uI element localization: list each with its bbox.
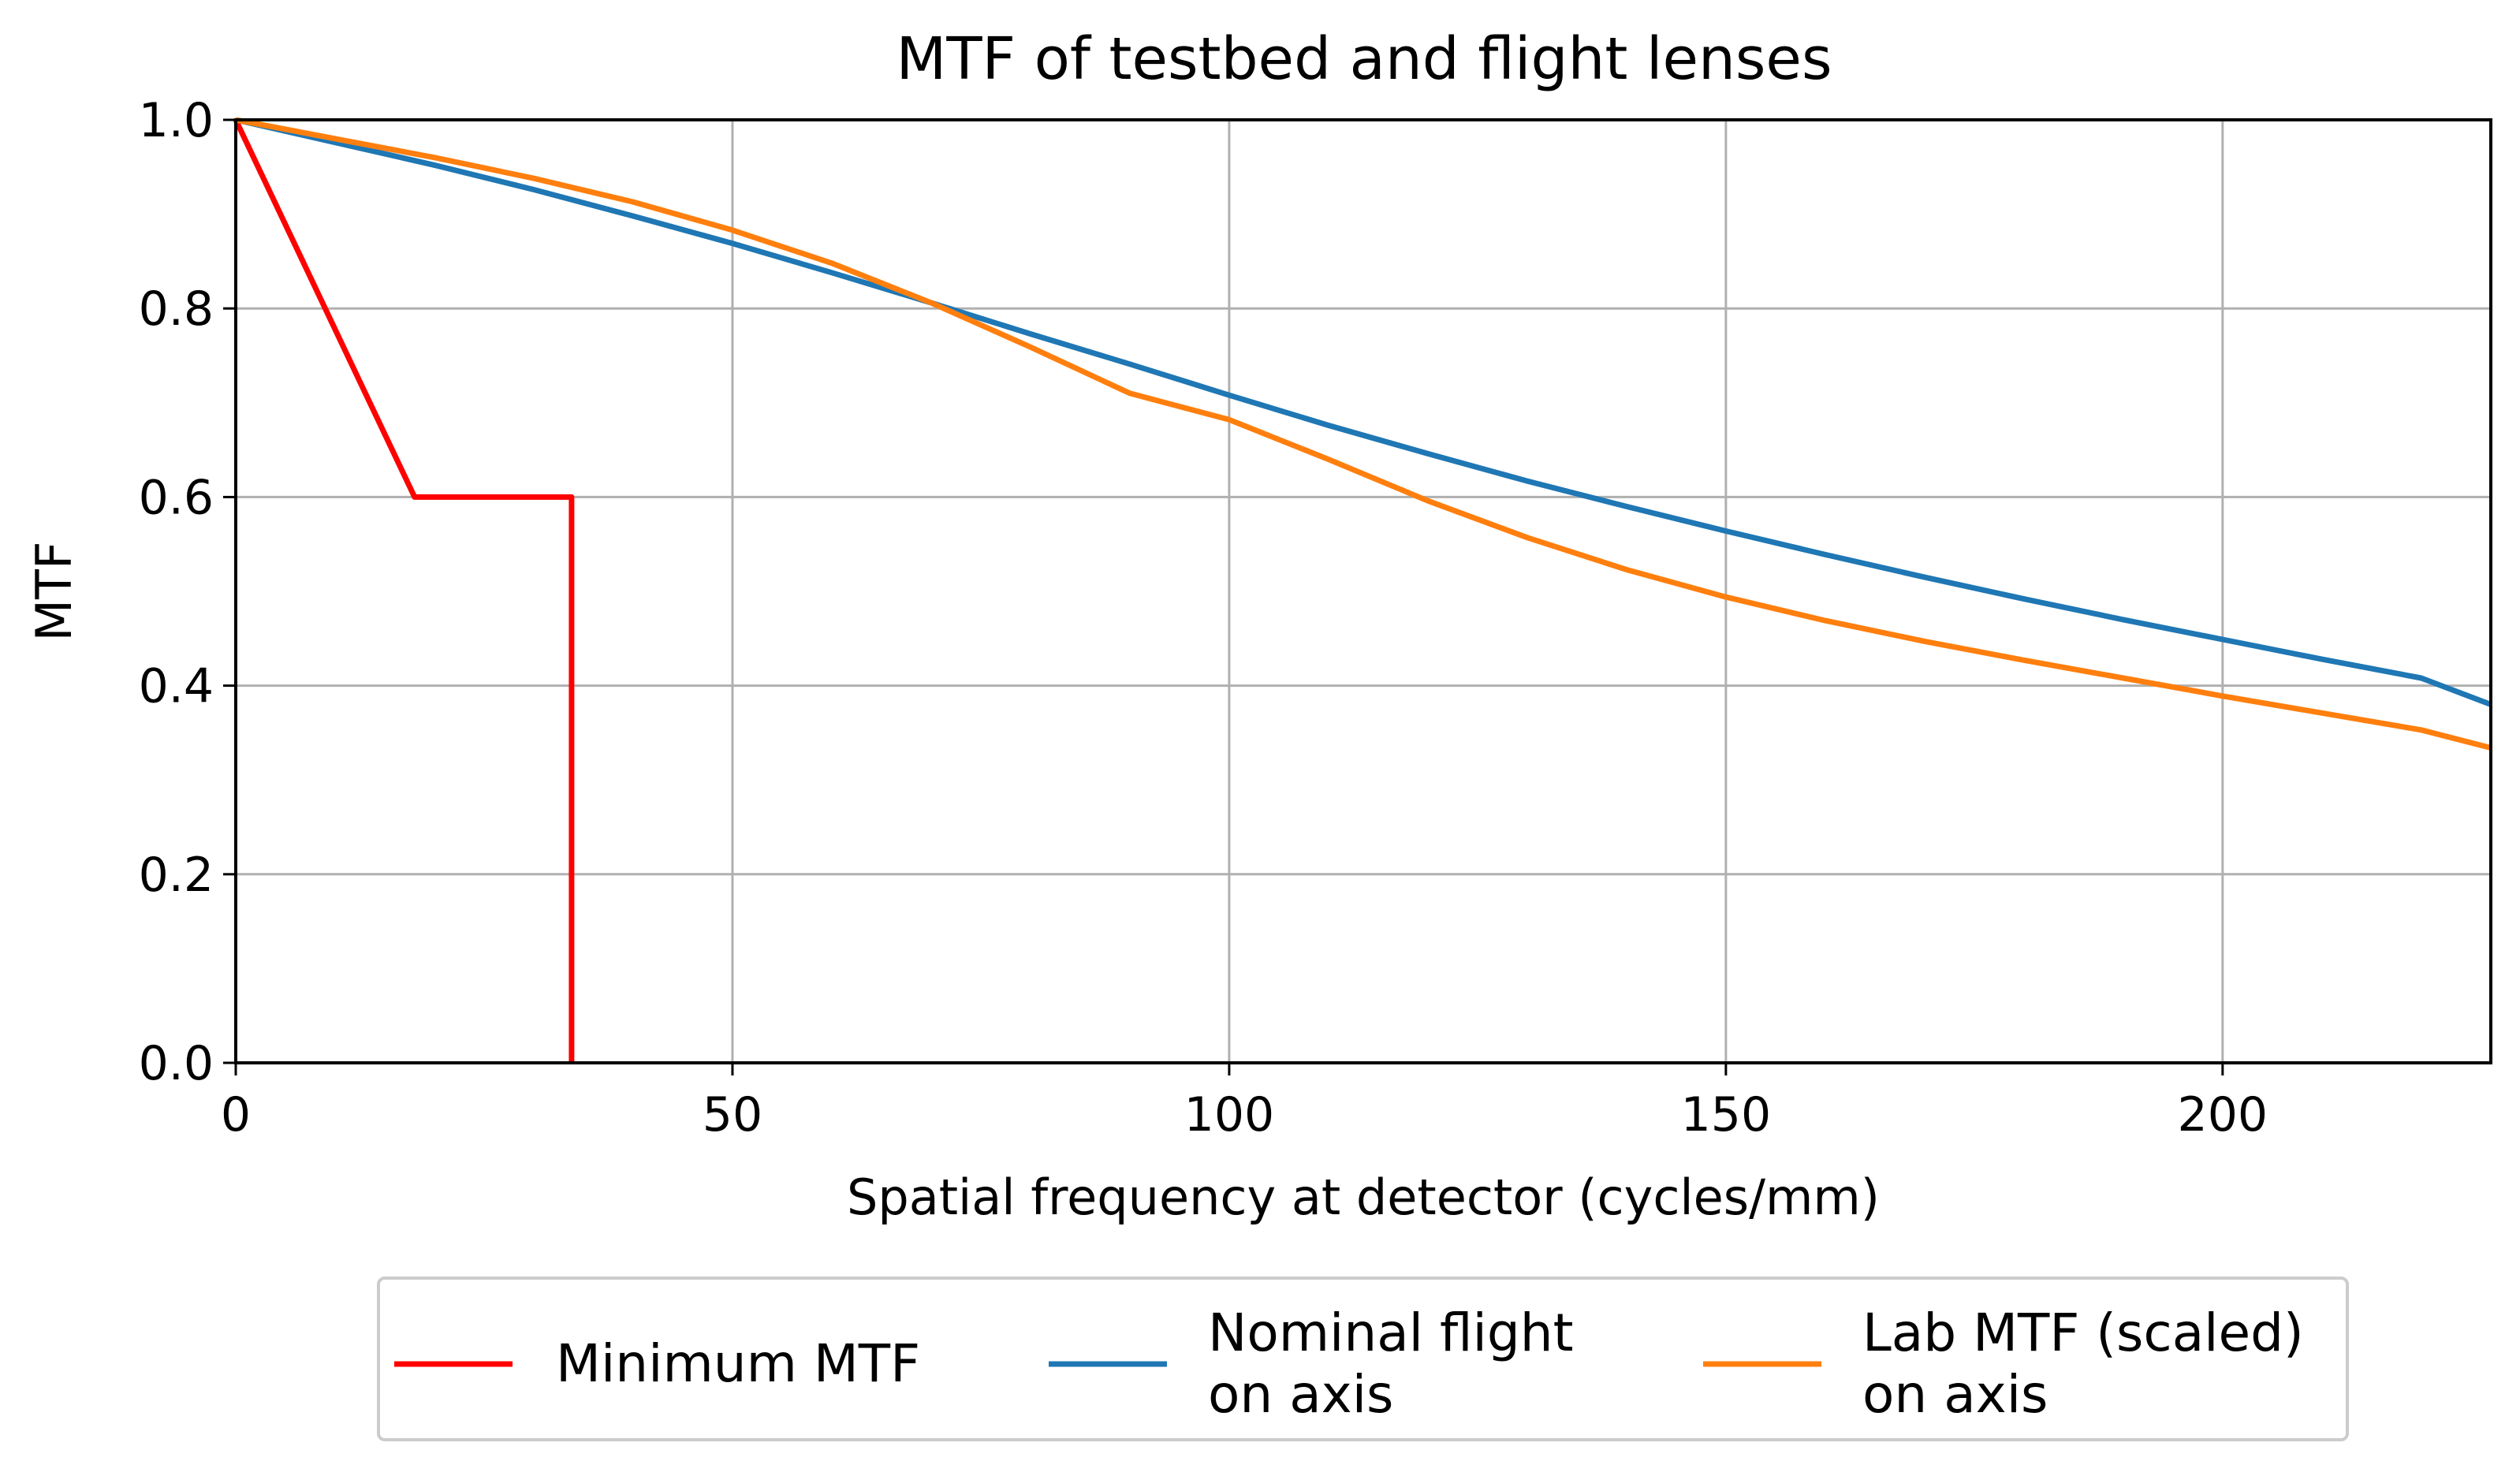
x-tick-label: 150 — [1681, 1087, 1772, 1142]
legend-label: Nominal flight — [1208, 1303, 1573, 1363]
y-axis-ticks: 0.0 0.2 0.4 0.6 0.8 1.0 — [139, 93, 236, 1091]
x-axis-ticks: 0 50 100 150 200 — [221, 1063, 2268, 1142]
y-tick-label: 0.2 — [139, 848, 214, 903]
legend-frame — [377, 1277, 2349, 1441]
y-tick-label: 0.4 — [139, 659, 214, 714]
legend-entry-2: Lab MTF (scaled)on axis — [1703, 1303, 2304, 1425]
x-tick-label: 0 — [221, 1087, 251, 1142]
legend-label: Minimum MTF — [556, 1333, 920, 1394]
series-line-0 — [233, 118, 575, 1063]
chart-title: MTF of testbed and flight lenses — [896, 25, 1832, 93]
y-tick-label: 0.6 — [139, 470, 214, 525]
legend-entry-0: Minimum MTF — [394, 1333, 920, 1394]
x-tick-label: 50 — [703, 1087, 762, 1142]
series-line-1 — [235, 117, 2492, 707]
legend-label: Lab MTF (scaled) — [1862, 1303, 2304, 1363]
legend-label: on axis — [1862, 1364, 2048, 1425]
x-tick-label: 200 — [2178, 1087, 2268, 1142]
y-tick-label: 1.0 — [139, 93, 214, 148]
x-axis-label: Spatial frequency at detector (cycles/mm… — [847, 1168, 1880, 1226]
series-layer — [233, 117, 2492, 1063]
y-axis-label: MTF — [25, 541, 83, 641]
series-line-2 — [235, 117, 2492, 751]
y-tick-label: 0.8 — [139, 281, 214, 337]
legend-label: on axis — [1208, 1364, 1393, 1425]
y-tick-label: 0.0 — [139, 1036, 214, 1091]
plot-frame — [234, 118, 2492, 1064]
x-tick-label: 100 — [1184, 1087, 1275, 1142]
